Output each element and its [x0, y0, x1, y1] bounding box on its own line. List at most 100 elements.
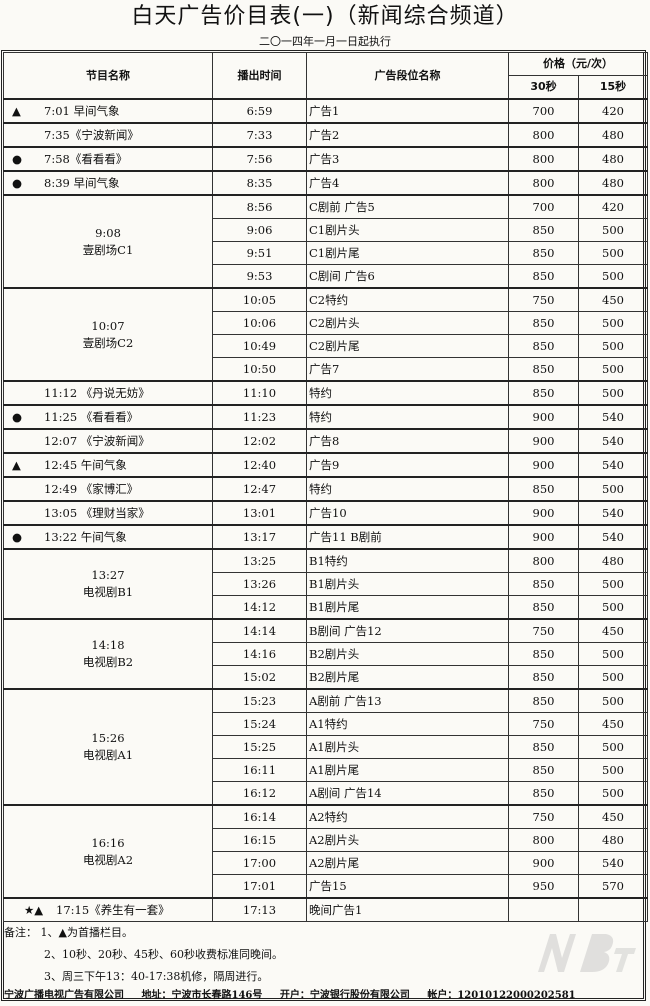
price-15s: 500 — [578, 380, 648, 406]
table-row: 16:16 电视剧A2 16:14 A2特约 750 450 — [3, 804, 648, 899]
price-15s: 480 — [578, 146, 648, 172]
air-time: 12:40 — [212, 452, 307, 478]
company-bank: 开户：宁波银行股份有限公司 — [279, 990, 410, 1001]
table-row: 9:51 C1剧片尾 850 500 — [4, 241, 648, 265]
ad-slot-name: 晚间广告1 — [306, 897, 509, 922]
price-30s: 900 — [508, 851, 579, 875]
program-name: 12:45 午间气象 — [44, 458, 127, 472]
ad-slot-name: B1剧片尾 — [306, 595, 509, 620]
program-cell: ★▲ 17:15《养生有一套》 — [3, 897, 213, 922]
ad-slot-name: A1特约 — [306, 712, 509, 736]
price-15s: 480 — [578, 548, 648, 573]
program-name: 7:01 早间气象 — [44, 104, 120, 118]
program-cell: 7:35《宁波新闻》 — [3, 122, 213, 148]
price-15s: 540 — [578, 404, 648, 430]
ad-slot-name: A1剧片尾 — [306, 758, 509, 782]
program-mark-icon: ● — [12, 530, 23, 544]
program-name: 17:15《养生有一套》 — [56, 903, 170, 917]
program-name: 13:05 《理财当家》 — [44, 506, 150, 520]
ad-slot-name: 广告8 — [306, 428, 509, 454]
program-name: 12:49 《家博汇》 — [44, 482, 139, 496]
program-time: 16:16 — [91, 835, 125, 850]
table-row: 9:06 C1剧片头 850 500 — [4, 218, 648, 242]
air-time: 15:02 — [212, 665, 307, 690]
price-30s: 700 — [508, 194, 579, 219]
table-row: 13:27 电视剧B1 13:25 B1特约 800 480 — [3, 548, 648, 620]
air-time: 7:56 — [212, 146, 307, 172]
ad-slot-name: C1剧片尾 — [306, 241, 509, 265]
program-name: 11:25 《看看看》 — [44, 410, 139, 424]
table-row: 12:49 《家博汇》 12:47 特约 850 500 — [3, 476, 648, 502]
air-time: 10:49 — [212, 334, 307, 358]
ad-slot-name: A2特约 — [306, 804, 509, 829]
table-row: 16:15 A2剧片头 800 480 — [4, 828, 648, 852]
price-30s: 900 — [508, 500, 579, 526]
price-30s: 950 — [508, 874, 579, 899]
price-30s: 800 — [508, 828, 579, 852]
price-15s: 500 — [578, 334, 648, 358]
table-row: ● 11:25 《看看看》 11:23 特约 900 540 — [3, 404, 648, 430]
table-row: ▲ 12:45 午间气象 12:40 广告9 900 540 — [3, 452, 648, 478]
company-info: 宁波广播电视广告有限公司 地址：宁波市长春路146号 开户：宁波银行股份有限公司… — [4, 988, 644, 1004]
program-name: 电视剧B1 — [82, 585, 134, 599]
program-mark-icon: ▲ — [12, 104, 21, 118]
header-30s: 30秒 — [508, 75, 579, 100]
price-30s: 850 — [508, 758, 579, 782]
price-15s: 500 — [578, 357, 648, 382]
ad-slot-name: B2剧片头 — [306, 642, 509, 666]
air-time: 16:12 — [212, 781, 307, 806]
ad-slot-name: 特约 — [306, 404, 509, 430]
air-time: 6:59 — [212, 98, 307, 124]
table-row: 17:00 A2剧片尾 900 540 — [4, 851, 648, 875]
price-15s: 450 — [578, 618, 648, 643]
price-15s: 500 — [578, 264, 648, 289]
table-row: 15:26 电视剧A1 15:23 A剧前 广告13 850 500 — [3, 688, 648, 806]
program-cell: 15:26 电视剧A1 — [3, 688, 213, 806]
price-30s: 900 — [508, 428, 579, 454]
program-cell: 12:07 《宁波新闻》 — [3, 428, 213, 454]
price-30s: 850 — [508, 595, 579, 620]
price-30s: 850 — [508, 357, 579, 382]
price-15s — [578, 897, 648, 922]
header-ad-slot: 广告段位名称 — [306, 52, 509, 100]
ad-slot-name: C2剧片尾 — [306, 334, 509, 358]
table-row: 10:50 广告7 850 500 — [4, 357, 648, 382]
air-time: 16:14 — [212, 804, 307, 829]
table-row: ● 8:39 早间气象 8:35 广告4 800 480 — [3, 170, 648, 196]
program-cell: 10:07 壹剧场C2 — [3, 287, 213, 382]
price-15s: 500 — [578, 688, 648, 713]
program-mark-icon: ▲ — [12, 458, 21, 472]
air-time: 13:25 — [212, 548, 307, 573]
air-time: 8:35 — [212, 170, 307, 196]
air-time: 9:51 — [212, 241, 307, 265]
price-30s: 750 — [508, 618, 579, 643]
air-time: 14:14 — [212, 618, 307, 643]
ad-slot-name: C2剧片头 — [306, 311, 509, 335]
effective-date: 二〇一四年一月一日起执行 — [259, 35, 391, 48]
ad-slot-name: C1剧片头 — [306, 218, 509, 242]
ad-slot-name: B剧间 广告12 — [306, 618, 509, 643]
table-row: ● 7:58《看看看》 7:56 广告3 800 480 — [3, 146, 648, 172]
program-time: 10:07 — [91, 318, 125, 333]
price-15s: 500 — [578, 311, 648, 335]
price-15s: 500 — [578, 241, 648, 265]
table-row: ▲ 7:01 早间气象 6:59 广告1 700 420 — [3, 98, 648, 124]
air-time: 10:06 — [212, 311, 307, 335]
price-30s: 800 — [508, 548, 579, 573]
program-cell: 12:49 《家博汇》 — [3, 476, 213, 502]
table-row: 10:49 C2剧片尾 850 500 — [4, 334, 648, 358]
table-row: 9:08 壹剧场C1 8:56 C剧前 广告5 700 420 — [3, 194, 648, 289]
program-cell: ● 11:25 《看看看》 — [3, 404, 213, 430]
price-15s: 450 — [578, 712, 648, 736]
notes-label: 备注： — [4, 926, 37, 939]
table-row: 12:07 《宁波新闻》 12:02 广告8 900 540 — [3, 428, 648, 454]
ad-slot-name: 广告11 B剧前 — [306, 524, 509, 550]
price-30s: 850 — [508, 218, 579, 242]
price-15s: 540 — [578, 452, 648, 478]
ad-slot-name: A2剧片尾 — [306, 851, 509, 875]
price-30s: 850 — [508, 688, 579, 713]
table-row: 10:06 C2剧片头 850 500 — [4, 311, 648, 335]
price-30s: 850 — [508, 665, 579, 690]
air-time: 17:13 — [212, 897, 307, 922]
ad-slot-name: A剧前 广告13 — [306, 688, 509, 713]
